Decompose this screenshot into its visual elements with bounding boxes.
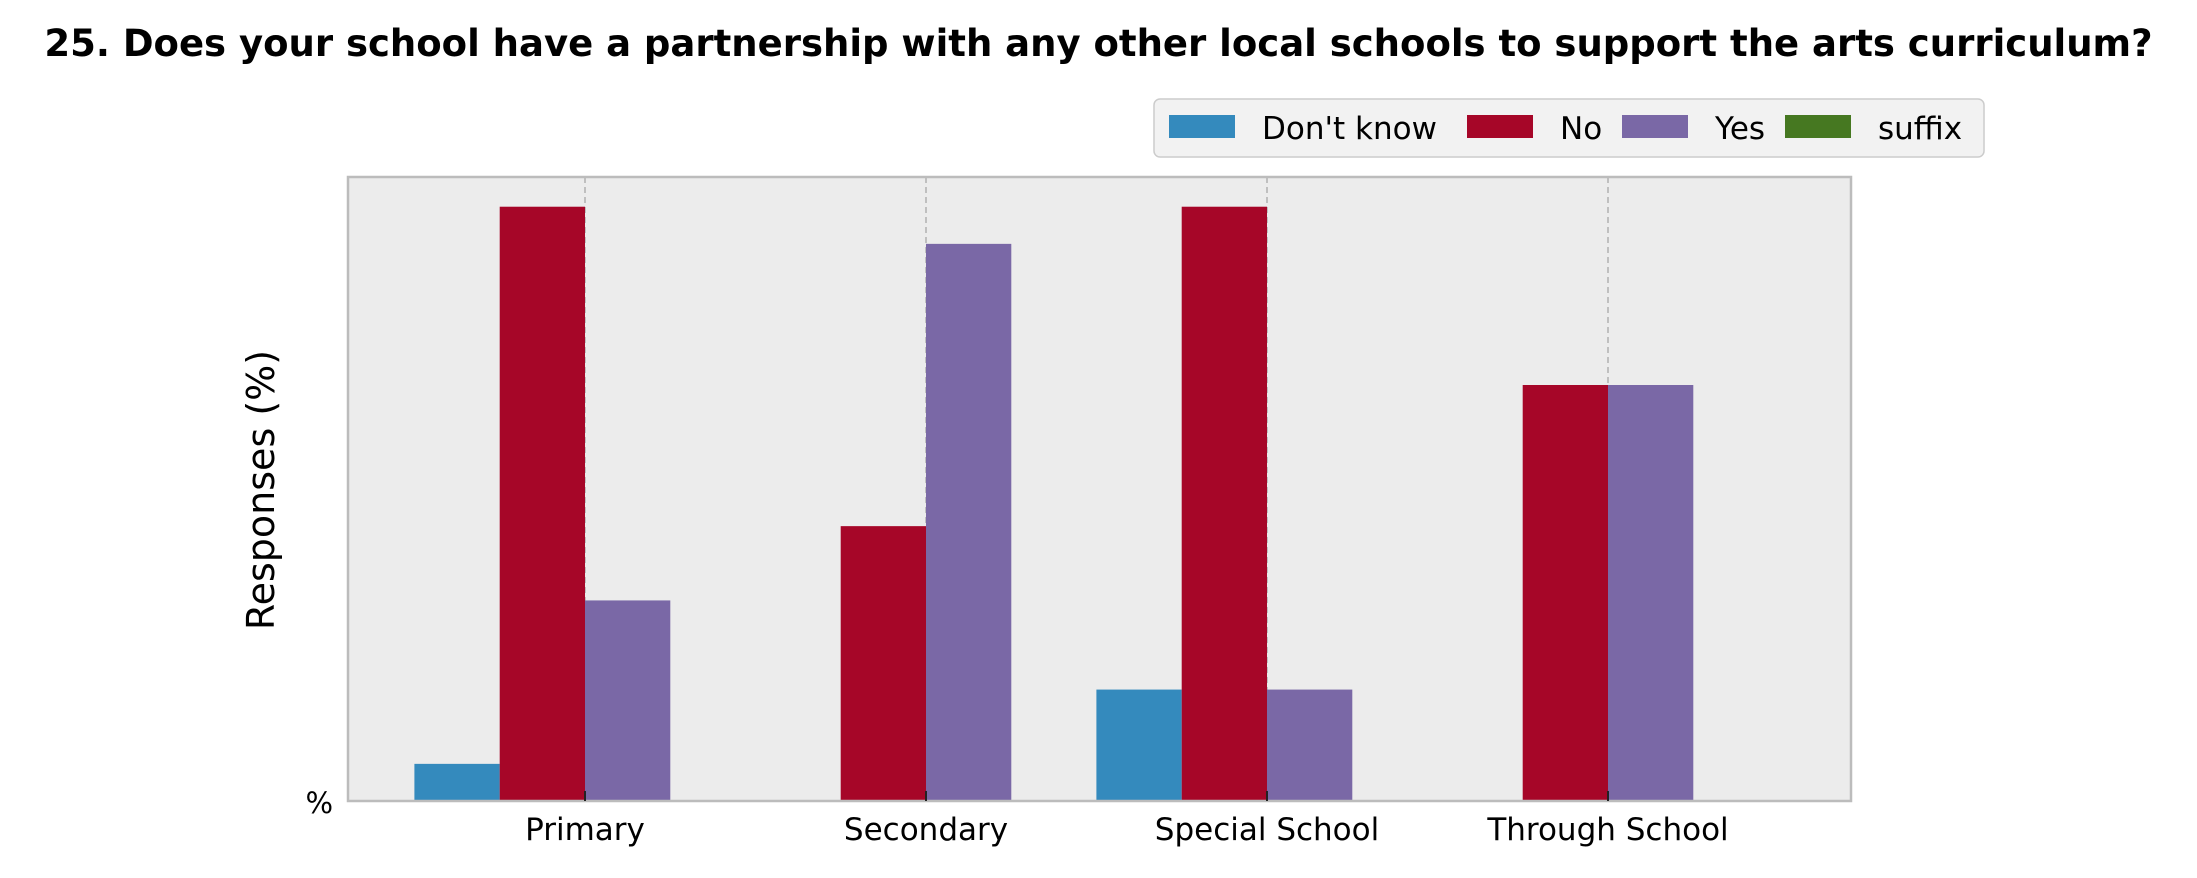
bar-yes-primary xyxy=(585,600,670,801)
legend-label-no: No xyxy=(1560,111,1602,147)
bar-no-primary xyxy=(500,207,585,801)
y-tick-label: % xyxy=(305,786,333,820)
bar-yes-through-school xyxy=(1608,385,1693,801)
bar-no-special-school xyxy=(1182,207,1267,801)
bar-don-t-know-special-school xyxy=(1096,690,1181,801)
bar-no-through-school xyxy=(1523,385,1608,801)
x-tick-label: Through School xyxy=(1486,812,1728,848)
x-tick-label: Special School xyxy=(1155,812,1379,848)
bar-no-secondary xyxy=(841,526,926,801)
legend-label-yes: Yes xyxy=(1714,111,1765,147)
legend-swatch-yes xyxy=(1622,115,1688,138)
bar-don-t-know-primary xyxy=(414,764,499,801)
x-tick-label: Secondary xyxy=(844,812,1008,848)
bar-yes-secondary xyxy=(926,244,1011,801)
legend-swatch-suffix xyxy=(1785,115,1851,138)
bar-yes-special-school xyxy=(1267,690,1352,801)
legend-swatch-don-t-know xyxy=(1169,115,1235,138)
x-tick-label: Primary xyxy=(525,812,645,848)
legend-label-don-t-know: Don't know xyxy=(1262,111,1437,147)
legend-label-suffix: suffix xyxy=(1878,111,1962,147)
y-axis-label: Responses (%) xyxy=(239,350,283,630)
legend-swatch-no xyxy=(1467,115,1533,138)
